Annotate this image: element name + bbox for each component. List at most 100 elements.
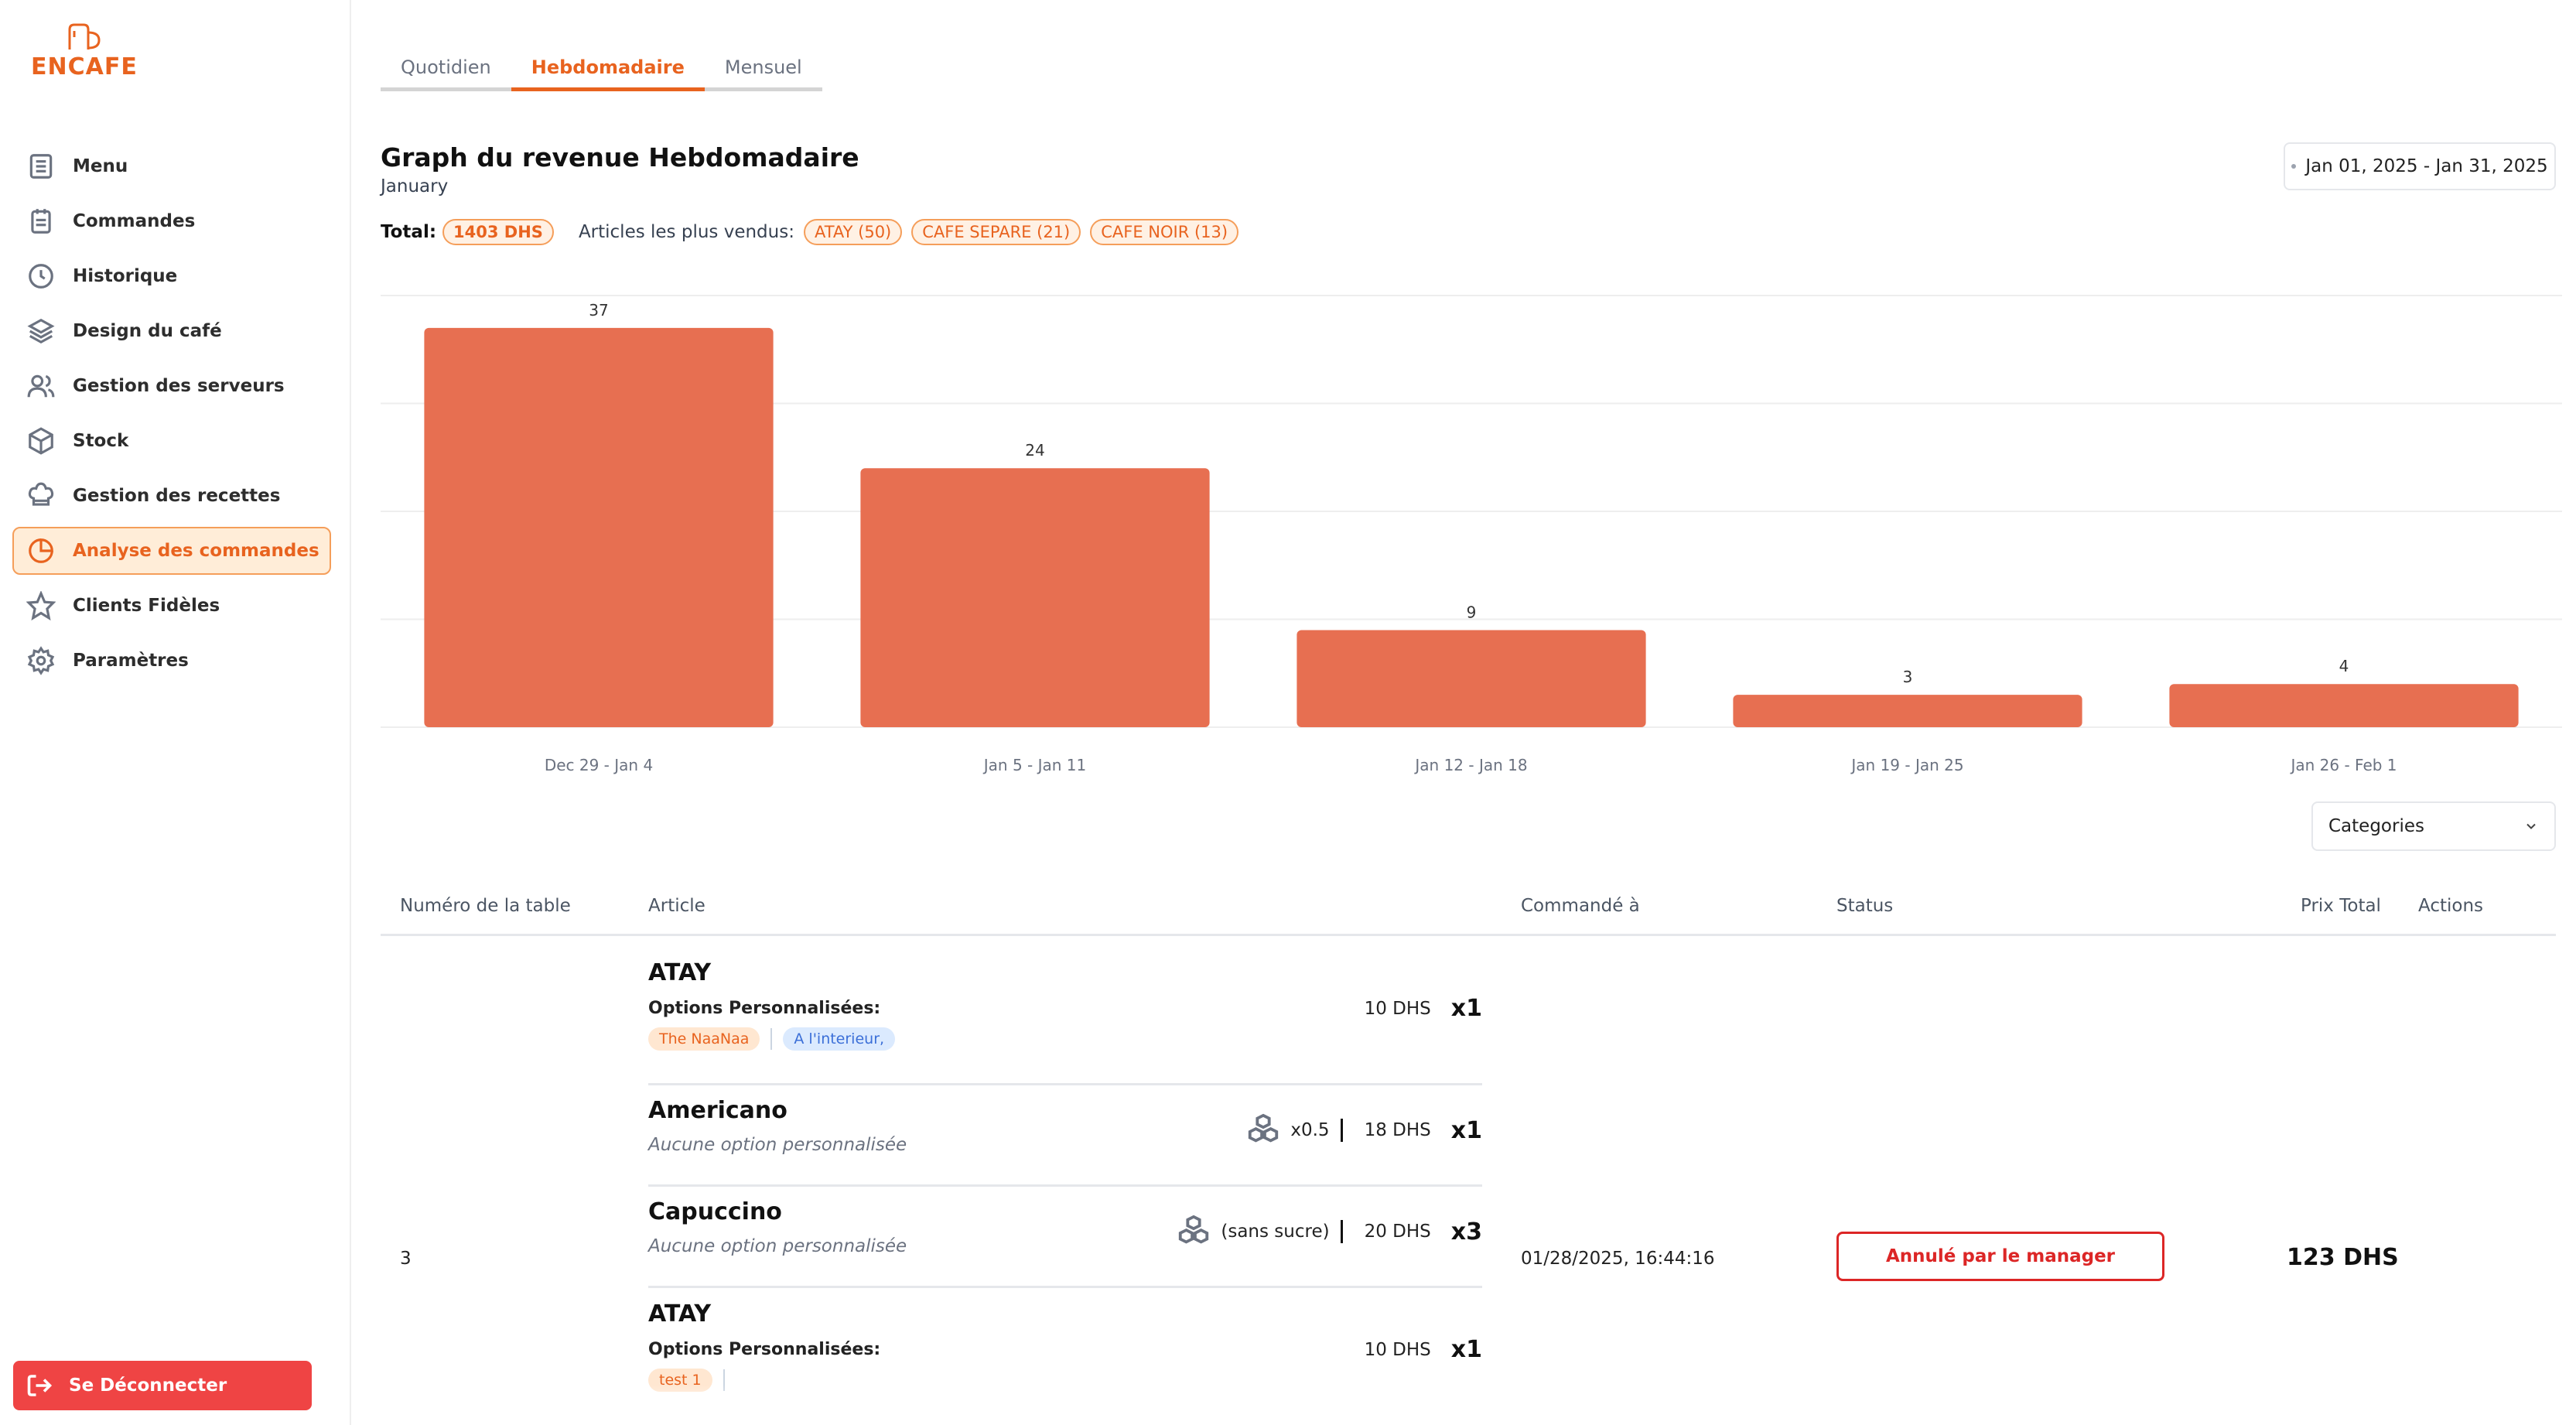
chart-x-tick-label: Jan 5 - Jan 11 <box>982 756 1086 774</box>
sidebar-item-label: Paramètres <box>73 651 189 671</box>
logout-button[interactable]: Se Déconnecter <box>13 1361 312 1410</box>
sidebar-item-serveurs[interactable]: Gestion des serveurs <box>12 362 331 410</box>
sidebar-item-stock[interactable]: Stock <box>12 417 331 465</box>
sugar-amount: (sans sucre) <box>1221 1222 1330 1242</box>
pie-chart-icon <box>25 535 57 567</box>
categories-label: Categories <box>2328 816 2424 836</box>
graph-subtitle: January <box>381 176 449 196</box>
box-icon <box>25 425 57 457</box>
gear-icon <box>25 644 57 677</box>
article-name: ATAY <box>648 1300 712 1328</box>
revenue-bar-chart: 37 Dec 29 - Jan 4 24 Jan 5 - Jan 11 9 Jan 12 … <box>381 295 2562 774</box>
status-badge[interactable]: Annulé par le manager <box>1836 1232 2164 1281</box>
sidebar-item-label: Historique <box>73 266 178 286</box>
no-options-text: Aucune option personnalisée <box>648 1236 907 1256</box>
table-number-cell: 3 <box>400 1249 412 1269</box>
chart-bar[interactable] <box>1297 630 1646 727</box>
options-label: Options Personnalisées: <box>648 1340 881 1359</box>
article-price-qty: x0.5 18 DHS x1 <box>1245 1112 1482 1148</box>
sidebar-item-label: Menu <box>73 156 128 176</box>
chart-bar[interactable] <box>1733 695 2082 727</box>
article-price-qty: 10 DHS x1 <box>1365 995 1482 1022</box>
sidebar-item-label: Stock <box>73 431 129 451</box>
sidebar-item-label: Clients Fidèles <box>73 596 220 616</box>
sidebar-item-parametres[interactable]: Paramètres <box>12 637 331 685</box>
best-seller-badge: ATAY (50) <box>803 219 903 245</box>
col-table-number: Numéro de la table <box>400 896 571 916</box>
sidebar-item-clients[interactable]: Clients Fidèles <box>12 582 331 630</box>
date-range-label: Jan 01, 2025 - Jan 31, 2025 <box>2305 156 2548 176</box>
menu-list-icon <box>25 150 57 183</box>
sugar-cubes-icon <box>1249 1113 1279 1143</box>
sugar-amount: x0.5 <box>1290 1120 1330 1140</box>
date-range-picker[interactable]: Jan 01, 2025 - Jan 31, 2025 <box>2284 142 2556 190</box>
col-actions: Actions <box>2418 896 2484 916</box>
sidebar-item-recettes[interactable]: Gestion des recettes <box>12 472 331 520</box>
tab-mensuel[interactable]: Mensuel <box>724 56 802 78</box>
total-value-badge: 1403 DHS <box>442 219 554 245</box>
article-price: 20 DHS <box>1364 1222 1431 1242</box>
option-tag: A l'interieur, <box>783 1027 896 1051</box>
col-article: Article <box>648 896 705 916</box>
logout-label: Se Déconnecter <box>69 1375 227 1396</box>
period-tabs: Quotidien Hebdomadaire Mensuel <box>381 46 822 91</box>
clock-icon <box>25 260 57 292</box>
article-price: 10 DHS <box>1364 1339 1431 1360</box>
chart-data-label: 3 <box>1903 668 1913 686</box>
encafe-logo[interactable]: ENCAFE <box>29 22 145 84</box>
best-seller-badge: CAFE NOIR (13) <box>1090 219 1239 245</box>
svg-text:ENCAFE: ENCAFE <box>31 53 138 80</box>
chart-data-label: 37 <box>589 301 608 320</box>
sidebar-item-label: Design du café <box>73 321 222 341</box>
list-item: Capuccino Aucune option personnalisée (s… <box>648 1198 1482 1285</box>
best-sellers-label: Articles les plus vendus: <box>578 222 794 242</box>
chart-data-label: 24 <box>1025 441 1044 460</box>
chart-x-tick-label: Jan 12 - Jan 18 <box>1413 756 1527 774</box>
article-name: Capuccino <box>648 1198 782 1225</box>
sidebar-item-design[interactable]: Design du café <box>12 307 331 355</box>
options-label: Options Personnalisées: <box>648 999 881 1018</box>
sugar-cubes-icon <box>1179 1215 1209 1244</box>
best-seller-badge: CAFE SEPARE (21) <box>911 219 1081 245</box>
scroll-fade <box>356 1385 2576 1425</box>
page-title: Graph du revenue Hebdomadaire <box>381 142 859 173</box>
chart-x-tick-label: Dec 29 - Jan 4 <box>545 756 653 774</box>
article-qty: x1 <box>1450 1336 1482 1363</box>
item-divider <box>648 1286 1482 1288</box>
options-tags: The NaaNaa A l'interieur, <box>648 1027 1482 1051</box>
categories-select[interactable]: Categories <box>2311 801 2556 851</box>
chart-data-label: 4 <box>2339 657 2349 675</box>
sidebar-item-analyse[interactable]: Analyse des commandes <box>12 527 331 575</box>
tag-divider <box>723 1369 725 1391</box>
chart-bar[interactable] <box>2169 684 2519 727</box>
option-tag: The NaaNaa <box>648 1027 760 1051</box>
sidebar-item-commandes[interactable]: Commandes <box>12 197 331 245</box>
ordered-at-cell: 01/28/2025, 16:44:16 <box>1521 1249 1715 1269</box>
table-header: Numéro de la table Article Commandé à St… <box>381 882 2556 936</box>
list-item: ATAY Options Personnalisées: test 1 10 D… <box>648 1300 1482 1424</box>
tab-hebdomadaire[interactable]: Hebdomadaire <box>511 46 705 91</box>
total-price-cell: 123 DHS <box>2287 1244 2399 1271</box>
item-divider <box>648 1184 1482 1187</box>
chef-hat-icon <box>25 480 57 512</box>
article-price-qty: 10 DHS x1 <box>1365 1336 1482 1363</box>
sidebar-item-label: Gestion des recettes <box>73 486 281 506</box>
total-label: Total: <box>381 222 437 242</box>
totals-row: Total: 1403 DHS Articles les plus vendus… <box>381 219 1239 245</box>
value-divider <box>1340 1220 1343 1243</box>
chart-x-tick-label: Jan 26 - Feb 1 <box>2289 756 2397 774</box>
sidebar-nav: Menu Commandes Historique Design du café… <box>12 142 331 692</box>
col-ordered-at: Commandé à <box>1521 896 1640 916</box>
tab-quotidien[interactable]: Quotidien <box>401 56 491 78</box>
sidebar-item-historique[interactable]: Historique <box>12 252 331 300</box>
article-qty: x3 <box>1450 1218 1482 1246</box>
tag-divider <box>770 1028 773 1050</box>
chart-bar[interactable] <box>860 468 1210 727</box>
logout-icon <box>27 1375 53 1396</box>
article-qty: x1 <box>1450 995 1482 1022</box>
sidebar-item-menu[interactable]: Menu <box>12 142 331 190</box>
chart-bar[interactable] <box>424 327 774 728</box>
value-divider <box>1340 1119 1343 1142</box>
chevron-down-icon <box>2526 823 2536 829</box>
item-divider <box>648 1083 1482 1085</box>
